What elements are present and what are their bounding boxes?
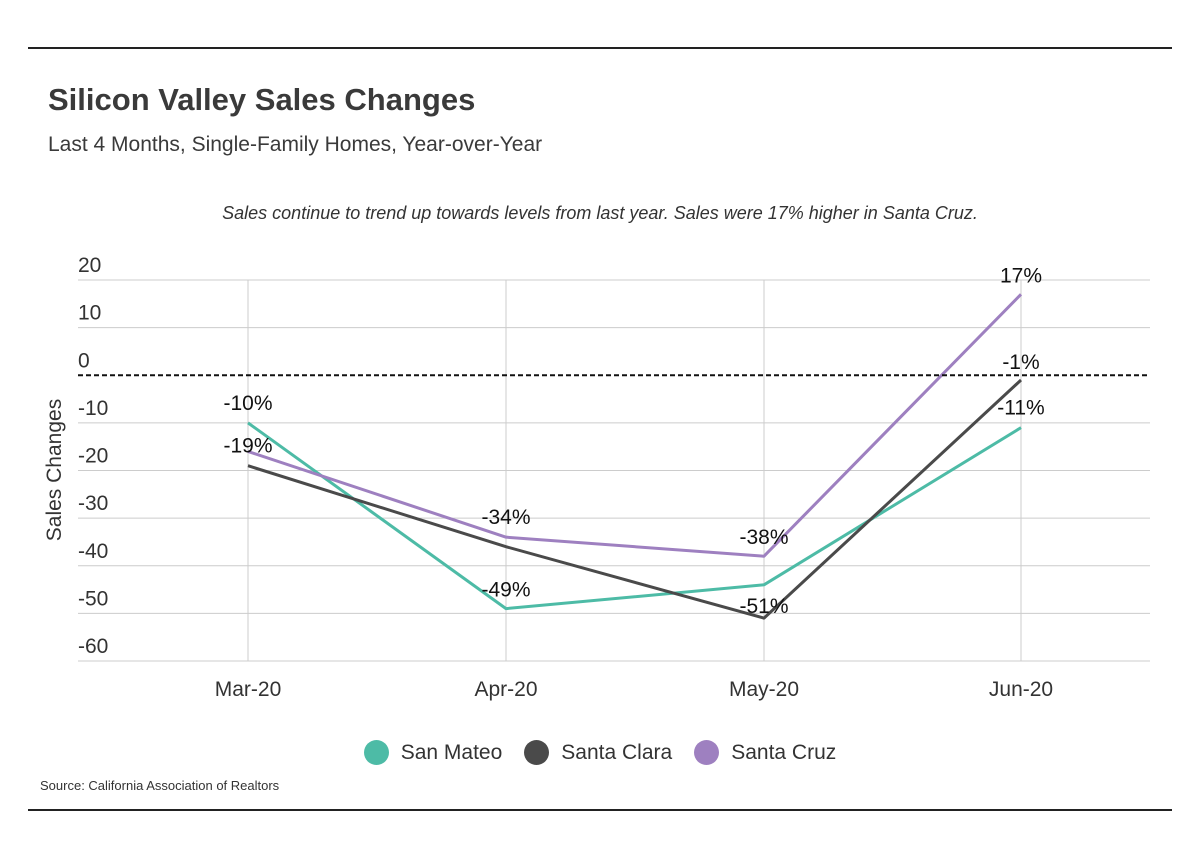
y-tick-label: 10: [78, 302, 101, 325]
source-note: Source: California Association of Realto…: [40, 778, 280, 793]
legend: San Mateo Santa Clara Santa Cruz: [0, 740, 1200, 765]
bottom-rule: [28, 809, 1172, 811]
legend-item: San Mateo: [363, 740, 503, 765]
legend-item: Santa Cruz: [694, 740, 836, 765]
data-label: -38%: [739, 526, 788, 549]
data-label: -19%: [223, 435, 272, 458]
y-tick-label: 0: [78, 349, 90, 372]
data-label: -1%: [1002, 351, 1039, 374]
y-tick-label: -60: [78, 635, 108, 658]
series-line-san-mateo: [247, 421, 1022, 611]
series-lines: [247, 293, 1023, 620]
y-tick-label: -20: [78, 445, 108, 468]
y-tick-label: -10: [78, 397, 108, 420]
chart-subtitle: Last 4 Months, Single-Family Homes, Year…: [48, 133, 543, 156]
data-labels: -10% -49% -11% -19% -51% -1% -34% -38% 17%: [223, 264, 1044, 618]
data-label: -51%: [739, 595, 788, 618]
axes: 20 10 0 -10 -20 -30 -40 -50 -60 Mar-20 Apr-20 May-2…: [43, 254, 1150, 701]
x-tick-label: Jun-20: [989, 678, 1053, 701]
legend-label: Santa Cruz: [731, 740, 837, 764]
x-tick-label: May-20: [729, 678, 799, 701]
legend-label: San Mateo: [400, 740, 503, 764]
chart-title: Silicon Valley Sales Changes: [48, 82, 476, 117]
series-line-santa-cruz: [247, 293, 1023, 558]
y-tick-label: 20: [78, 254, 101, 277]
data-label: -11%: [997, 397, 1044, 420]
y-tick-label: -50: [78, 587, 108, 610]
legend-swatch: [694, 740, 720, 765]
y-axis-label: Sales Changes: [43, 399, 66, 541]
grid: [78, 279, 1150, 662]
data-label: 17%: [1000, 264, 1042, 287]
legend-swatch: [524, 740, 550, 765]
y-tick-label: -40: [78, 540, 108, 563]
data-label: -10%: [223, 392, 272, 415]
y-tick-label: -30: [78, 492, 108, 515]
data-label: -34%: [481, 506, 530, 529]
chart-annotation: Sales continue to trend up towards level…: [222, 203, 978, 223]
data-label: -49%: [481, 579, 530, 602]
top-rule: [28, 47, 1172, 49]
legend-swatch: [363, 740, 389, 765]
series-line-santa-clara: [247, 378, 1023, 620]
legend-label: Santa Clara: [561, 740, 673, 764]
legend-item: Santa Clara: [524, 740, 672, 765]
x-tick-label: Mar-20: [215, 678, 282, 701]
x-tick-label: Apr-20: [474, 678, 537, 701]
